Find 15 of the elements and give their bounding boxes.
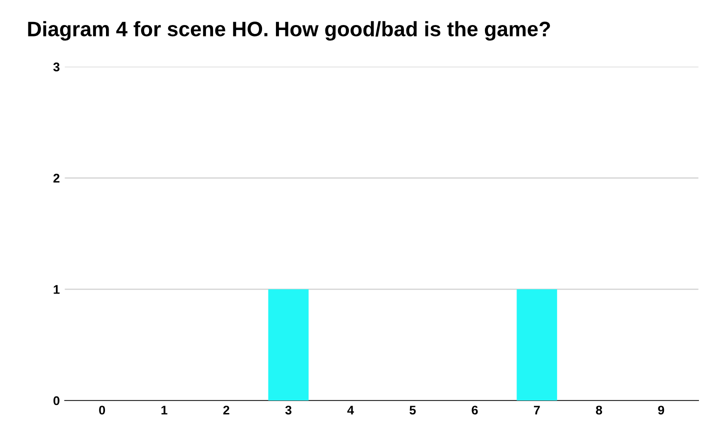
- x-tick-label: 1: [162, 406, 168, 414]
- x-tick-label: 8: [596, 406, 602, 415]
- x-tick-label: 4: [347, 406, 354, 414]
- x-tick-label: 6: [472, 406, 478, 415]
- y-tick-label: 3: [53, 62, 60, 72]
- x-tick-label: 2: [223, 406, 230, 414]
- x-tick-label: 0: [99, 406, 106, 415]
- x-tick-label: 9: [658, 406, 664, 415]
- y-tick-label: 2: [53, 174, 60, 183]
- chart-title: Diagram 4 for scene HO. How good/bad is the game?: [28, 21, 550, 41]
- y-tick-label: 0: [53, 396, 60, 406]
- x-tick-label: 7: [534, 406, 540, 414]
- x-tick-label: 3: [285, 406, 292, 415]
- y-tick-label: 1: [54, 285, 60, 294]
- x-tick-label: 5: [410, 406, 416, 415]
